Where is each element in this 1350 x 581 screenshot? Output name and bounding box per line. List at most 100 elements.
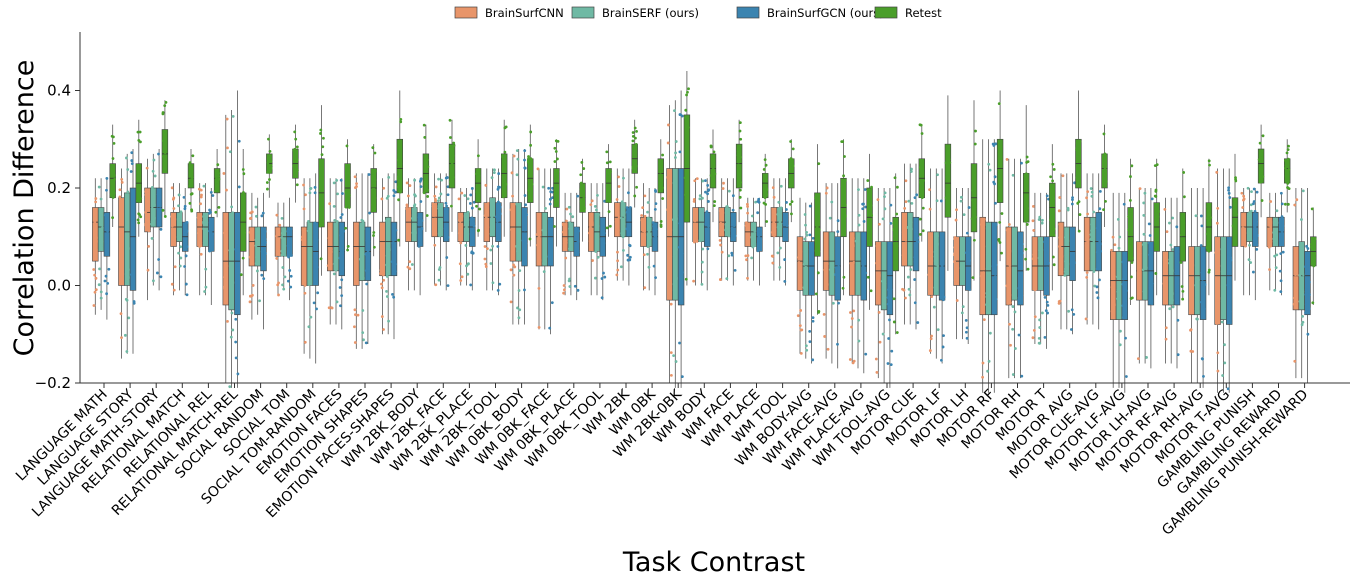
data-point: [1090, 190, 1094, 194]
data-point: [832, 242, 836, 246]
data-point: [397, 198, 400, 202]
data-point: [358, 257, 362, 261]
data-point: [1215, 170, 1219, 174]
data-point: [892, 320, 896, 324]
data-point: [1077, 152, 1081, 156]
data-point: [1049, 218, 1052, 222]
data-point: [522, 212, 526, 215]
data-point: [727, 220, 731, 224]
data-point: [603, 275, 607, 279]
data-point: [1064, 264, 1068, 268]
data-point: [131, 228, 135, 232]
data-point: [171, 240, 175, 244]
data-point: [858, 257, 862, 261]
category-group: [405, 123, 430, 296]
data-point: [150, 186, 154, 189]
box-body: [1115, 251, 1123, 320]
data-point: [936, 173, 939, 177]
data-point: [256, 235, 259, 239]
data-point: [942, 298, 945, 302]
data-point: [945, 165, 949, 169]
data-point: [883, 277, 887, 281]
data-point: [678, 341, 681, 345]
y-axis-label: Correlation Difference: [9, 60, 40, 357]
box-body: [828, 231, 836, 296]
data-point: [602, 241, 606, 245]
data-point: [319, 257, 323, 261]
data-point: [850, 253, 854, 257]
data-point: [484, 262, 488, 266]
data-point: [641, 224, 645, 228]
data-point: [700, 282, 704, 286]
data-point: [945, 179, 949, 182]
data-point: [423, 186, 427, 190]
data-point: [694, 234, 697, 238]
data-point: [791, 147, 795, 151]
data-point: [935, 276, 939, 279]
data-point: [1150, 282, 1154, 286]
data-point: [449, 144, 452, 148]
data-point: [1250, 190, 1253, 194]
data-point: [992, 144, 996, 147]
data-point: [704, 222, 708, 226]
category-group: [614, 119, 638, 286]
data-point: [423, 135, 427, 139]
data-point: [1304, 302, 1308, 306]
data-point: [904, 200, 908, 204]
data-point: [625, 227, 629, 231]
data-point: [161, 112, 165, 116]
data-point: [553, 225, 556, 228]
data-point: [909, 170, 913, 173]
data-point: [394, 180, 398, 184]
data-point: [382, 247, 386, 251]
data-point: [161, 139, 165, 143]
data-point: [834, 273, 838, 276]
data-point: [434, 283, 438, 287]
data-point: [1227, 240, 1230, 244]
category-group: [92, 124, 116, 320]
data-point: [289, 274, 293, 278]
data-point: [283, 233, 287, 237]
data-point: [289, 285, 293, 289]
data-point: [316, 291, 320, 295]
data-point: [635, 129, 638, 133]
data-point: [686, 90, 689, 94]
box-body: [1121, 251, 1129, 320]
data-point: [512, 206, 516, 209]
category-group: [1136, 158, 1160, 369]
data-point: [784, 215, 788, 218]
data-point: [368, 211, 371, 215]
data-point: [385, 263, 388, 267]
data-point: [553, 146, 557, 150]
data-point: [857, 246, 861, 250]
data-point: [185, 230, 189, 234]
data-point: [347, 163, 351, 167]
data-point: [1143, 279, 1147, 283]
data-point: [980, 286, 984, 289]
data-point: [582, 196, 586, 200]
data-point: [1102, 132, 1106, 136]
category-group: [874, 173, 899, 388]
data-point: [895, 238, 898, 242]
data-point: [1085, 196, 1089, 200]
data-point: [1226, 387, 1230, 391]
data-point: [282, 287, 286, 291]
category-group: [848, 153, 873, 374]
data-point: [1059, 248, 1063, 251]
data-point: [547, 186, 551, 190]
data-point: [1195, 256, 1199, 260]
data-point: [953, 278, 957, 282]
data-point: [886, 296, 890, 300]
data-point: [1045, 300, 1049, 304]
data-point: [919, 180, 922, 184]
data-point: [515, 202, 519, 206]
data-point: [776, 225, 780, 229]
data-point: [379, 272, 382, 275]
data-point: [993, 175, 997, 179]
data-point: [588, 239, 592, 243]
data-point: [150, 237, 154, 240]
data-point: [1023, 197, 1027, 201]
data-point: [347, 174, 351, 177]
data-point: [1130, 275, 1133, 279]
data-point: [608, 200, 612, 203]
